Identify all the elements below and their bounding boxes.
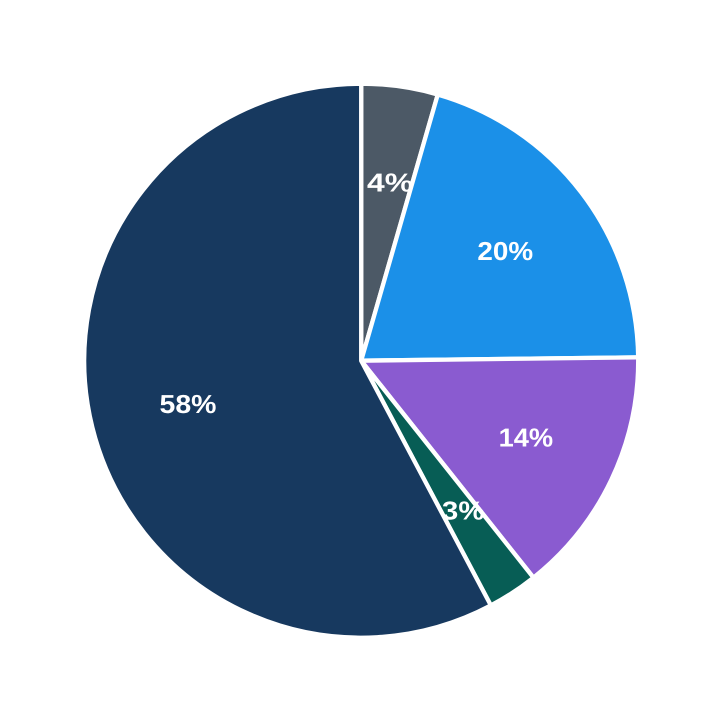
svg-text:4%: 4% xyxy=(367,168,413,198)
svg-text:14%: 14% xyxy=(499,423,554,453)
svg-text:3%: 3% xyxy=(442,496,484,526)
svg-text:58%: 58% xyxy=(160,389,217,419)
svg-text:20%: 20% xyxy=(477,236,533,266)
